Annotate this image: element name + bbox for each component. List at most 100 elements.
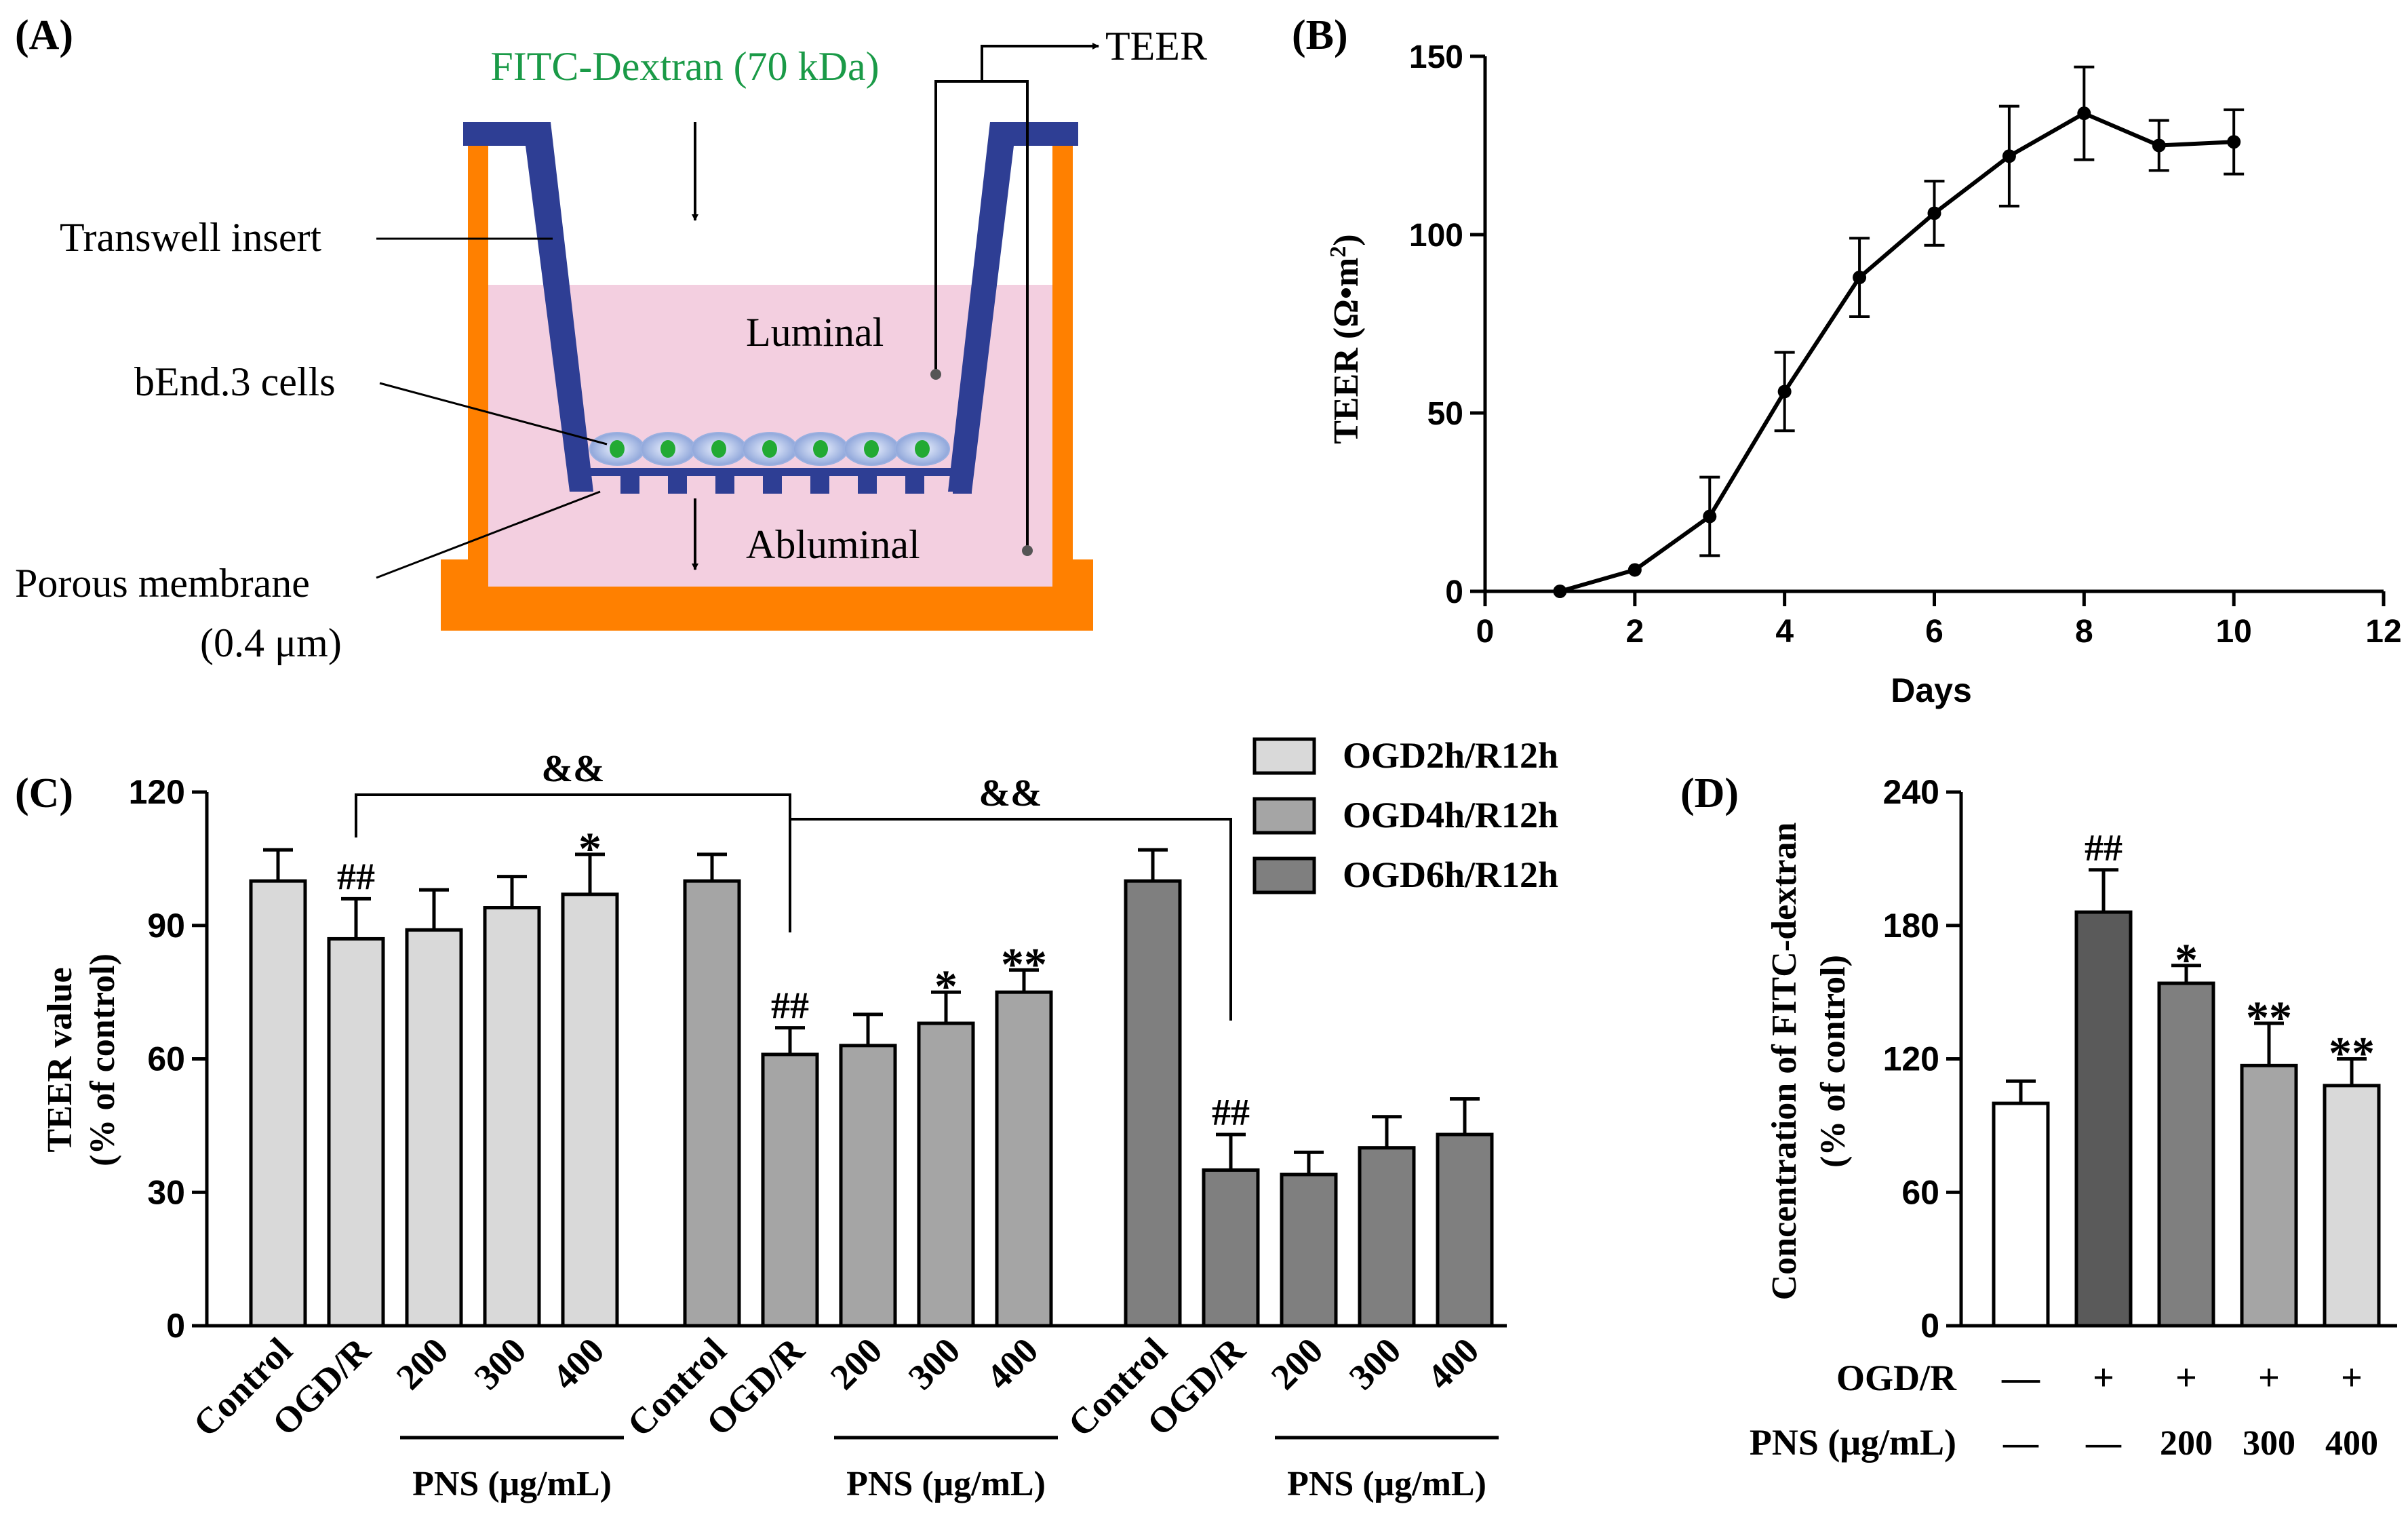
chart-c-bar xyxy=(249,879,307,1328)
chart-c-bar xyxy=(1358,1146,1416,1328)
chart-b-xtick-label: 8 xyxy=(2075,614,2093,650)
teer-label: TEER xyxy=(1105,24,1207,68)
cell-nucleus xyxy=(864,440,879,458)
chart-c-significance: ## xyxy=(771,985,809,1027)
chart-c-legend-swatch xyxy=(1252,856,1316,894)
chart-c-ylabel-line1: TEER value xyxy=(41,967,79,1152)
chart-d-ogd-cell: + xyxy=(2341,1357,2363,1399)
panel-label-c: (C) xyxy=(15,770,73,816)
chart-c-pns-label: PNS (μg/mL) xyxy=(412,1465,612,1503)
chart-c-category-label: 300 xyxy=(467,1330,534,1398)
chart-b-xtick-label: 10 xyxy=(2215,614,2251,650)
chart-c-significance: * xyxy=(934,960,958,1012)
chart-c-legend: OGD2h/R12h OGD4h/R12h OGD6h/R12h xyxy=(1252,735,1558,895)
chart-b-xtick-label: 4 xyxy=(1775,614,1794,650)
chart-c-bar xyxy=(995,990,1053,1328)
membrane-pore xyxy=(715,468,734,494)
chart-b-ylabel: TEER (Ω•m2) xyxy=(1326,234,1366,443)
chart-c-category-label: 200 xyxy=(389,1330,456,1398)
chart-c-bar xyxy=(1124,879,1182,1328)
chart-c-ytick-label: 0 xyxy=(166,1307,185,1345)
chart-b-point xyxy=(1703,509,1717,524)
chart-d-significance: ** xyxy=(2246,991,2292,1043)
chart-d-ogd-cell: + xyxy=(2175,1357,2197,1399)
chart-b-xtick-label: 2 xyxy=(1625,614,1644,650)
chart-c-bar xyxy=(1280,1172,1338,1328)
chart-d-significance: ** xyxy=(2329,1027,2375,1079)
chart-d-bar xyxy=(2074,910,2133,1328)
luminal-electrode xyxy=(930,369,941,380)
cell-monolayer xyxy=(589,432,950,466)
chart-d-pns-cell: 300 xyxy=(2243,1424,2295,1463)
membrane-pore xyxy=(810,468,829,494)
chart-c-significance: * xyxy=(578,823,601,874)
chart-d-ytick-label: 180 xyxy=(1883,907,1939,945)
membrane-pore xyxy=(953,468,972,494)
chart-b-point xyxy=(1853,271,1867,285)
fitc-dextran-label: FITC-Dextran (70 kDa) xyxy=(490,44,879,89)
chart-b-xtick-label: 12 xyxy=(2365,614,2401,650)
chart-c-pns-label: PNS (μg/mL) xyxy=(1287,1465,1486,1503)
chart-b-ytick-label: 0 xyxy=(1445,574,1463,610)
membrane-pore xyxy=(905,468,924,494)
cell-nucleus xyxy=(610,440,625,458)
chart-b-xlabel: Days xyxy=(1891,671,1972,709)
membrane-pore xyxy=(668,468,687,494)
chart-c-legend-swatch xyxy=(1252,797,1316,835)
chart-b-ylabel-close: ) xyxy=(1327,234,1366,245)
chart-d-pns-cell: — xyxy=(2002,1424,2039,1463)
chart-c-category-label: 200 xyxy=(1263,1330,1331,1398)
chart-b-xtick-label: 6 xyxy=(1925,614,1943,650)
cells-leader xyxy=(379,382,608,446)
chart-c-bar xyxy=(917,1021,975,1328)
chart-c-ytick-label: 90 xyxy=(147,907,185,945)
chart-d-significance: ## xyxy=(2085,827,2123,869)
abluminal-label: Abluminal xyxy=(746,522,920,567)
chart-b-point xyxy=(1777,384,1792,399)
chart-c-category-label: 300 xyxy=(1341,1330,1409,1398)
transwell-insert-left xyxy=(463,122,593,492)
chart-c-ytick-label: 60 xyxy=(147,1040,185,1078)
chart-c-bars: ##*## * **## xyxy=(249,823,1494,1328)
chart-c-bracket-2 xyxy=(789,818,1232,1021)
chart-d-bar xyxy=(1992,1101,2050,1328)
chart-b-points xyxy=(1553,106,2241,598)
panel-label-b: (B) xyxy=(1292,12,1348,58)
chart-c-bar xyxy=(839,1044,897,1328)
bend3-cells-label: bEnd.3 cells xyxy=(134,359,336,404)
membrane-pore xyxy=(763,468,782,494)
chart-c-ytick-label: 120 xyxy=(129,773,185,811)
chart-d-axes: 0 60 120 180 240 xyxy=(1883,773,2397,1345)
chart-b-point xyxy=(1927,206,1941,220)
chart-d-ogd-cell: — xyxy=(2001,1357,2040,1399)
cell-nucleus xyxy=(915,440,930,458)
chart-d-rows: OGD/R PNS (μg/mL) — + + + + — — 200 300 400 xyxy=(1750,1357,2378,1463)
chart-d-ytick-label: 60 xyxy=(1901,1173,1939,1211)
cell-nucleus xyxy=(660,440,675,458)
chart-c-axes: 0 30 60 90 120 xyxy=(129,773,1507,1345)
chart-d-pns-row-label: PNS (μg/mL) xyxy=(1750,1422,1956,1463)
chart-c-significance: ## xyxy=(337,856,375,898)
chart-c-bar xyxy=(761,1052,819,1328)
chart-c-bar xyxy=(405,928,463,1328)
membrane-pore xyxy=(620,468,639,494)
chart-c-significance: ## xyxy=(1212,1092,1250,1134)
chart-d-ytick-label: 240 xyxy=(1883,773,1939,811)
luminal-label: Luminal xyxy=(746,310,884,355)
membrane-pore xyxy=(858,468,877,494)
chart-d-bar xyxy=(2323,1084,2381,1328)
chart-b-ytick-label: 150 xyxy=(1409,39,1463,75)
porous-membrane-label: Porous membrane xyxy=(15,561,310,606)
chart-c-legend-label: OGD2h/R12h xyxy=(1343,735,1558,776)
panel-label-a: (A) xyxy=(15,12,73,58)
chart-c-bar xyxy=(1202,1168,1260,1328)
transwell-insert-right xyxy=(948,122,1078,492)
chart-c-category-label: 400 xyxy=(1419,1330,1487,1398)
chart-c-pns-label: PNS (μg/mL) xyxy=(846,1465,1046,1503)
chart-d-ogd-cell: + xyxy=(2093,1357,2114,1399)
chart-c-bar xyxy=(561,892,619,1328)
cell-nucleus xyxy=(813,440,828,458)
chart-c-category-label: 200 xyxy=(823,1330,890,1398)
chart-c-legend-label: OGD6h/R12h xyxy=(1343,854,1558,895)
